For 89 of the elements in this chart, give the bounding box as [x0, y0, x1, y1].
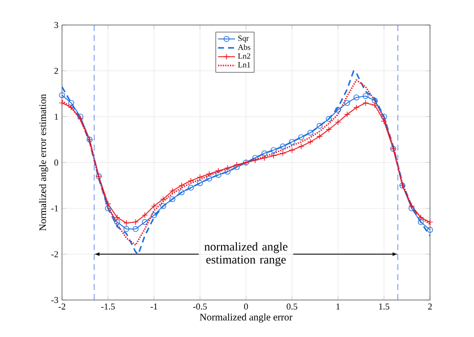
point [188, 178, 194, 184]
y-tick-label: -3 [51, 296, 58, 304]
point [362, 93, 369, 99]
point [68, 100, 74, 106]
point [334, 119, 342, 126]
point [160, 203, 166, 209]
point [426, 218, 434, 226]
point [408, 202, 415, 210]
x-axis-title: Normalized angle error [200, 313, 292, 323]
point [132, 218, 139, 226]
point [104, 200, 112, 207]
point [326, 126, 332, 133]
point [280, 144, 286, 150]
point [270, 152, 277, 159]
x-tick-label: -1 [150, 304, 158, 310]
point [380, 118, 388, 124]
point [261, 154, 268, 162]
x-tick-label: -2 [58, 304, 66, 310]
point [178, 182, 185, 189]
point [77, 116, 84, 122]
point [408, 205, 415, 212]
point [150, 202, 158, 210]
x-tick-label: -1.5 [101, 304, 115, 310]
point [362, 100, 369, 106]
annotation: normalized angle estimation range [204, 242, 288, 266]
point [224, 168, 231, 175]
point [280, 150, 286, 156]
point [270, 147, 277, 154]
point [123, 226, 130, 232]
point [234, 162, 240, 168]
point [178, 189, 185, 196]
x-tick-label: -0.5 [193, 304, 207, 310]
y-tick-label: 3 [54, 22, 58, 28]
point [335, 106, 341, 113]
point [114, 214, 120, 221]
point [58, 100, 66, 106]
point [261, 150, 268, 156]
x-tick-label: 2 [428, 304, 432, 310]
point [196, 174, 204, 180]
point [105, 205, 111, 212]
point [142, 212, 148, 218]
y-tick-label: 2 [54, 68, 58, 74]
point [418, 219, 424, 226]
point [288, 146, 296, 154]
y-tick-label: 0 [54, 159, 58, 166]
y-axis-title: Normalized angle error estimation [39, 94, 48, 231]
point [206, 176, 212, 182]
point [418, 214, 424, 221]
point [307, 138, 314, 146]
point [344, 100, 350, 106]
point [151, 212, 157, 218]
point [224, 164, 231, 172]
point [188, 184, 194, 191]
point [215, 172, 222, 178]
point [381, 114, 387, 120]
point [372, 102, 378, 108]
point [353, 94, 360, 100]
y-tick-label: -1 [51, 205, 58, 212]
point [206, 170, 212, 178]
x-tick-label: 0.5 [286, 304, 298, 310]
point [114, 219, 120, 226]
point [372, 98, 378, 104]
point [123, 220, 130, 226]
x-tick-label: 0 [244, 304, 248, 310]
point [252, 154, 258, 161]
point [132, 226, 139, 232]
x-tick-label: 1 [336, 304, 340, 310]
point [234, 164, 240, 170]
point [316, 133, 323, 140]
point [197, 180, 203, 186]
point [344, 111, 350, 118]
point [298, 134, 304, 140]
point [160, 196, 166, 202]
point [169, 196, 176, 202]
point [215, 168, 222, 174]
point [316, 122, 323, 129]
point [77, 114, 84, 120]
y-tick-label: 1 [54, 114, 58, 120]
point [252, 157, 258, 164]
point [289, 138, 295, 145]
x-tick-label: 1.5 [379, 304, 390, 310]
point [326, 116, 332, 122]
point [353, 104, 360, 111]
point [169, 188, 176, 194]
y-tick-label: -2 [51, 251, 58, 258]
point [68, 104, 74, 111]
point [298, 143, 304, 150]
point [142, 219, 148, 226]
point [307, 130, 314, 136]
